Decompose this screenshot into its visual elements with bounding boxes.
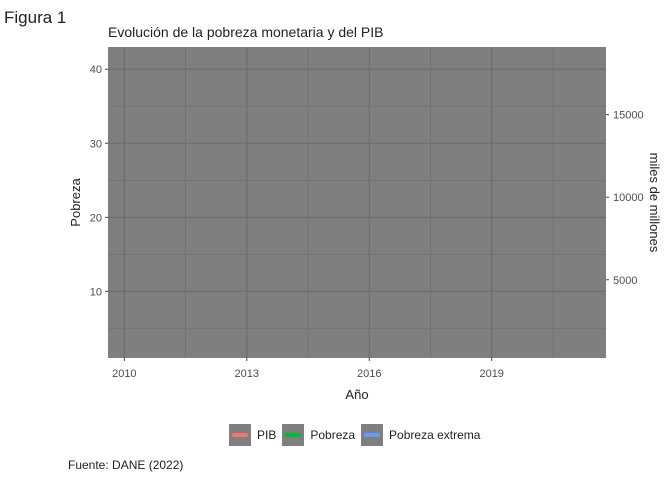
- legend-swatch: [364, 433, 381, 437]
- y-tick-label-right: 10000: [613, 192, 644, 204]
- y-tick-label-right: 5000: [613, 275, 637, 287]
- y-axis-title-left: Pobreza: [68, 178, 83, 227]
- legend-item: Pobreza: [282, 424, 355, 446]
- source-caption: Fuente: DANE (2022): [68, 458, 184, 472]
- legend-item: Pobreza extrema: [361, 424, 480, 446]
- chart-plot: 10 20 30 40 5000 10000 15000 2010 2013 2016 2019 Añ…: [68, 47, 662, 402]
- x-tick-label: 2019: [479, 368, 503, 380]
- legend: PIB Pobreza Pobreza extrema: [229, 422, 486, 448]
- legend-label: Pobreza extrema: [389, 428, 481, 442]
- legend-key: [361, 424, 384, 446]
- legend-item: PIB: [229, 424, 276, 446]
- legend-label: PIB: [257, 428, 277, 442]
- x-tick-label: 2013: [235, 368, 259, 380]
- figure-label: Figura 1: [4, 8, 67, 27]
- legend-key: [229, 424, 251, 446]
- legend-swatch: [285, 433, 302, 437]
- y-tick-label-left: 30: [90, 138, 102, 150]
- legend-swatch: [232, 433, 248, 437]
- y-tick-label-left: 10: [90, 286, 102, 298]
- plot-panel: [108, 47, 606, 358]
- y-tick-label-left: 40: [90, 64, 102, 76]
- legend-key: [282, 424, 305, 446]
- x-tick-label: 2010: [112, 368, 136, 380]
- legend-label: Pobreza: [310, 428, 356, 442]
- x-tick-label: 2016: [357, 368, 381, 380]
- x-axis-title: Año: [345, 387, 368, 402]
- y-tick-label-right: 15000: [613, 110, 644, 122]
- chart-title: Evolución de la pobreza monetaria y del …: [108, 24, 384, 40]
- y-tick-label-left: 20: [90, 212, 102, 224]
- y-axis-title-right: miles de millones: [647, 153, 662, 253]
